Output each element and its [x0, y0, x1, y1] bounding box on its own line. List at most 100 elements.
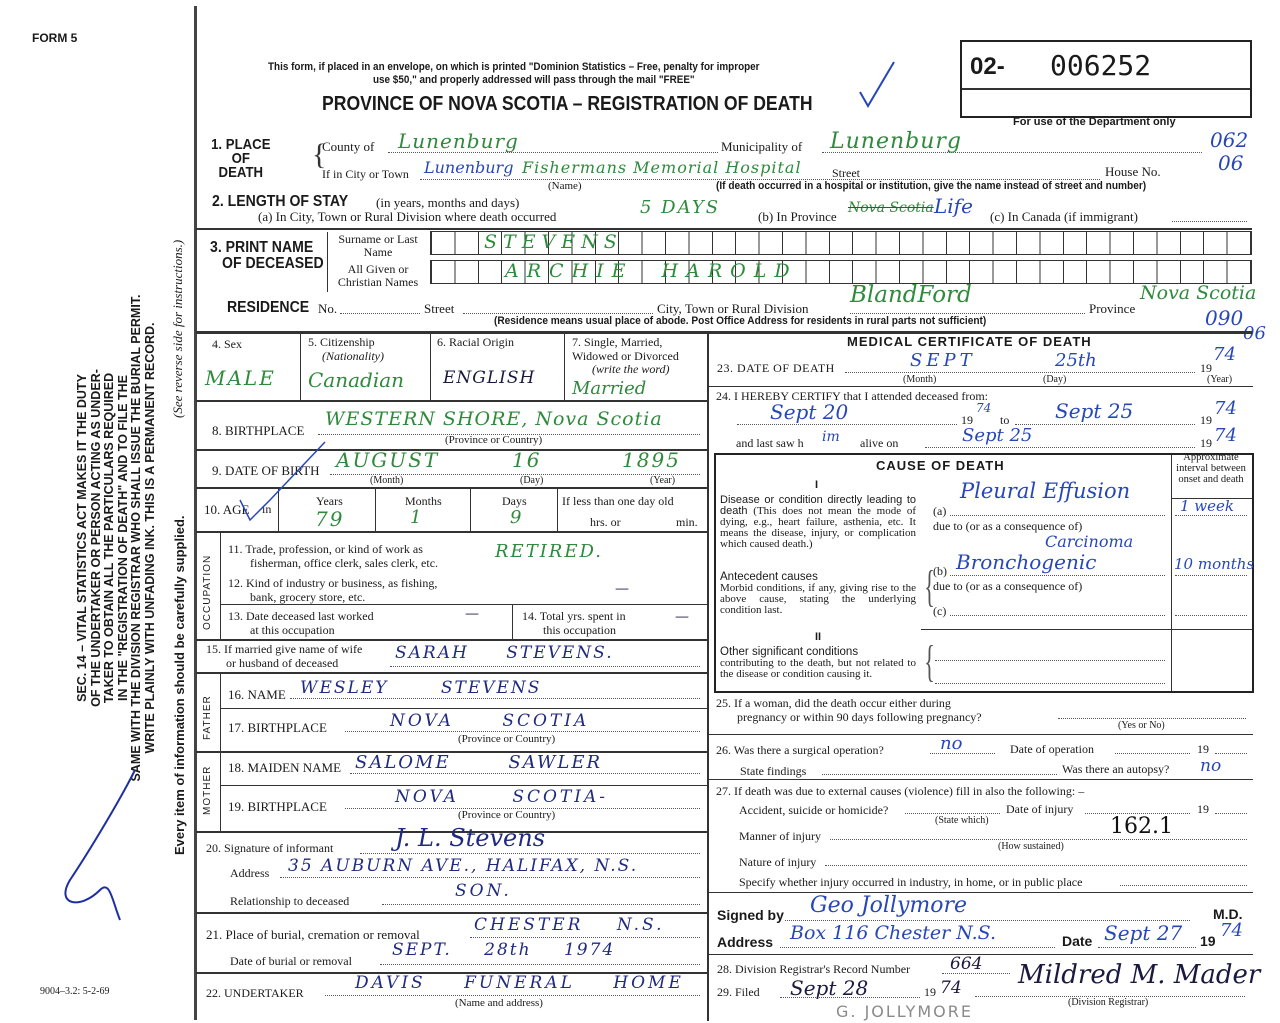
operation-year-line — [1215, 753, 1247, 754]
racial-origin-label: 6. Racial Origin — [437, 335, 514, 349]
cell-divider — [470, 488, 471, 531]
manner-code: 162.1 — [1110, 814, 1173, 839]
row-divider — [196, 912, 707, 914]
row-divider — [196, 672, 707, 674]
cell-divider — [557, 488, 558, 531]
surname-label: Surname or Last Name — [338, 232, 418, 259]
physician-printed-name: G. JOLLYMORE — [836, 1002, 973, 1021]
undertaker-label: 22. UNDERTAKER — [206, 986, 304, 1000]
q26-value: no — [940, 733, 963, 754]
column-divider — [707, 332, 709, 1021]
undertaker-caption: (Name and address) — [455, 997, 543, 1009]
hours-label: hrs. or — [590, 515, 621, 529]
age-label: 10. AGE — [204, 502, 250, 517]
registrar-signature: Mildred M. Mader — [1018, 960, 1261, 990]
informant-signature-line — [360, 853, 700, 854]
department-use-label: For use of the Department only — [1013, 116, 1176, 128]
operation-date-label: Date of operation — [1010, 742, 1094, 756]
registration-number: 006252 — [1050, 49, 1152, 82]
county-line — [388, 152, 718, 153]
part-divider — [921, 629, 1252, 630]
dob-day-caption: (Day) — [520, 475, 544, 486]
attended-to-date: Sept 25 — [1055, 399, 1134, 423]
municipality-label: Municipality of — [721, 139, 803, 154]
burial-place: CHESTER N.S. — [474, 915, 665, 935]
municipality-line — [822, 152, 1202, 153]
citizenship-sub: (Nationality) — [322, 349, 384, 363]
last-worked-label-2: at this occupation — [250, 623, 335, 637]
antecedent-description: Antecedent causes Morbid conditions, if … — [720, 571, 916, 616]
undertaker-name: DAVIS FUNERAL HOME — [355, 973, 684, 993]
informant-address-label: Address — [230, 866, 270, 880]
physician-signature: Geo Jollymore — [810, 893, 968, 918]
death-year-caption: (Year) — [1207, 374, 1233, 385]
injury-year-prefix: 19 — [1197, 802, 1209, 816]
attended-to-year: 74 — [1214, 398, 1237, 419]
marital-label-1: 7. Single, Married, — [572, 335, 663, 349]
cause-a-value: Pleural Effusion — [960, 479, 1131, 503]
informant-address: 35 AUBURN AVE., HALIFAX, N.S. — [288, 856, 639, 876]
residence-street-label: Street — [424, 301, 455, 316]
stay-province-label: (b) In Province — [758, 209, 837, 224]
registration-number-box — [960, 40, 1252, 118]
place-code: 06 — [1218, 151, 1244, 175]
row-divider — [196, 487, 707, 489]
surname-boxes — [430, 231, 1252, 255]
burial-date-label: Date of burial or removal — [230, 954, 352, 968]
birthplace-value: WESTERN SHORE, Nova Scotia — [325, 408, 663, 430]
death-year-prefix: 19 — [1200, 361, 1212, 375]
relationship-label: Relationship to deceased — [230, 894, 350, 908]
given-names-value: ARCHIE HAROLD — [505, 260, 798, 282]
last-worked-label-1: 13. Date deceased last worked — [228, 609, 374, 623]
q26-line — [930, 753, 995, 754]
stay-province-value: Life — [934, 194, 973, 218]
last-worked-value: — — [465, 606, 479, 622]
last-saw-date: Sept 25 — [962, 425, 1033, 446]
see-reverse-note: (See reverse side for instructions.) — [170, 239, 185, 418]
alive-on-label: alive on — [860, 436, 899, 450]
mother-side-label: MOTHER — [202, 765, 213, 815]
county-value: Lunenburg — [398, 129, 519, 153]
direct-cause-description: Disease or condition directly leading to… — [720, 495, 916, 550]
cause-b-value-1: Carcinoma — [1045, 532, 1134, 551]
other-brace: { — [924, 637, 935, 686]
total-years-value: — — [675, 609, 689, 625]
row-divider — [221, 604, 707, 605]
citizenship-value: Canadian — [308, 368, 405, 392]
occupation-side-divider — [220, 532, 221, 640]
findings-line — [822, 774, 1057, 775]
dob-year-caption: (Year) — [650, 475, 676, 486]
injury-date-label: Date of injury — [1006, 802, 1074, 816]
length-of-stay-label: 2. LENGTH OF STAY — [212, 193, 349, 210]
given-names-boxes — [430, 260, 1252, 284]
days-label: Days — [502, 494, 527, 508]
trade-label-2: fisherman, office clerk, sales clerk, et… — [250, 556, 439, 570]
cause-b-value-2: Bronchogenic — [956, 550, 1097, 574]
occupation-side-label: OCCUPATION — [202, 554, 213, 630]
spouse-line — [390, 666, 700, 667]
direct-cause-title: Disease or condition directly leading to… — [720, 494, 916, 517]
sign-year: 74 — [1220, 920, 1243, 941]
section-divider — [196, 331, 1252, 334]
other-line-2 — [935, 683, 1165, 684]
residence-city-value: BlandFord — [850, 282, 972, 308]
father-side-label: FATHER — [202, 695, 213, 740]
date-of-death-line — [845, 372, 1195, 373]
mother-birthplace-label: 19. BIRTHPLACE — [228, 799, 327, 814]
interval-header: Approximate interval between onset and d… — [1176, 452, 1246, 485]
q25-line-2: pregnancy or within 90 days following pr… — [737, 710, 982, 724]
city-value: Lunenburg — [424, 158, 514, 177]
mother-maiden-line — [350, 773, 700, 774]
cause-of-death-title: CAUSE OF DEATH — [876, 458, 1005, 473]
cell-divider — [375, 488, 376, 531]
operation-date-line — [1115, 753, 1190, 754]
mail-notice-line-2: use $50," and properly addressed will pa… — [373, 74, 695, 86]
antecedent-note: Morbid conditions, if any, giving rise t… — [720, 582, 916, 616]
sex-label: 4. Sex — [212, 337, 242, 351]
row-divider — [708, 892, 1253, 893]
given-names-label: All Given or Christian Names — [337, 262, 419, 289]
dob-month-caption: (Month) — [370, 475, 404, 486]
county-label: County of — [322, 139, 375, 154]
cell-divider — [430, 332, 431, 401]
q26-label: 26. Was there a surgical operation? — [716, 743, 884, 757]
